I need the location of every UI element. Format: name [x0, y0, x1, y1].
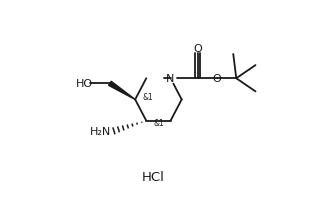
Text: HCl: HCl [142, 170, 165, 183]
Text: N: N [166, 74, 175, 84]
Text: H₂N: H₂N [90, 126, 112, 136]
Text: &1: &1 [142, 92, 153, 101]
Text: &1: &1 [153, 119, 164, 128]
Polygon shape [109, 82, 135, 100]
Text: O: O [213, 74, 221, 84]
Text: O: O [194, 44, 202, 54]
Text: HO: HO [76, 79, 93, 89]
